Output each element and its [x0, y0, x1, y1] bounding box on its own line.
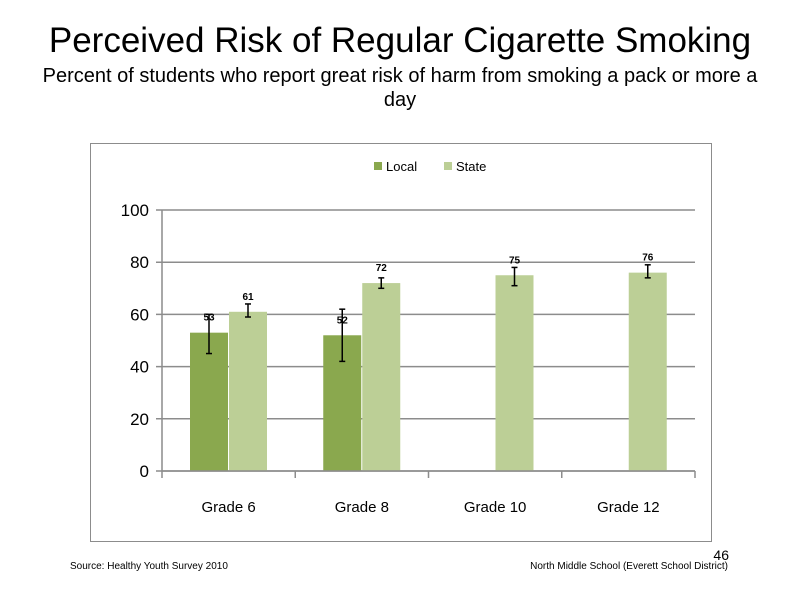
data-label: 72 — [376, 263, 388, 274]
x-category-label: Grade 6 — [202, 499, 256, 516]
chart-area — [90, 143, 712, 542]
data-label: 76 — [642, 253, 654, 264]
legend-label: State — [456, 159, 486, 174]
bar-state — [495, 275, 534, 471]
y-tick-label: 20 — [130, 410, 149, 429]
bar-state — [628, 272, 667, 471]
x-category-label: Grade 12 — [597, 499, 660, 516]
data-label: 75 — [509, 255, 521, 266]
y-tick-label: 60 — [130, 305, 149, 324]
source-note: Source: Healthy Youth Survey 2010 — [70, 561, 228, 572]
data-label: 52 — [337, 315, 349, 326]
data-label: 53 — [203, 313, 215, 324]
y-tick-label: 40 — [130, 358, 149, 377]
chart-subtitle: Percent of students who report great ris… — [42, 65, 758, 111]
y-tick-label: 80 — [130, 253, 149, 272]
school-note: North Middle School (Everett School Dist… — [530, 561, 728, 572]
legend-label: Local — [386, 159, 417, 174]
y-tick-label: 0 — [140, 462, 149, 481]
bar-local — [190, 332, 228, 471]
legend-swatch-state — [444, 162, 452, 170]
data-label: 61 — [242, 292, 254, 303]
bar-state — [362, 283, 401, 471]
y-tick-label: 100 — [121, 201, 149, 220]
chart-title: Perceived Risk of Regular Cigarette Smok… — [48, 21, 752, 60]
legend-swatch-local — [374, 162, 382, 170]
x-category-label: Grade 8 — [335, 499, 389, 516]
bar-state — [229, 311, 267, 471]
page-number: 46 — [713, 547, 729, 563]
x-category-label: Grade 10 — [464, 499, 527, 516]
